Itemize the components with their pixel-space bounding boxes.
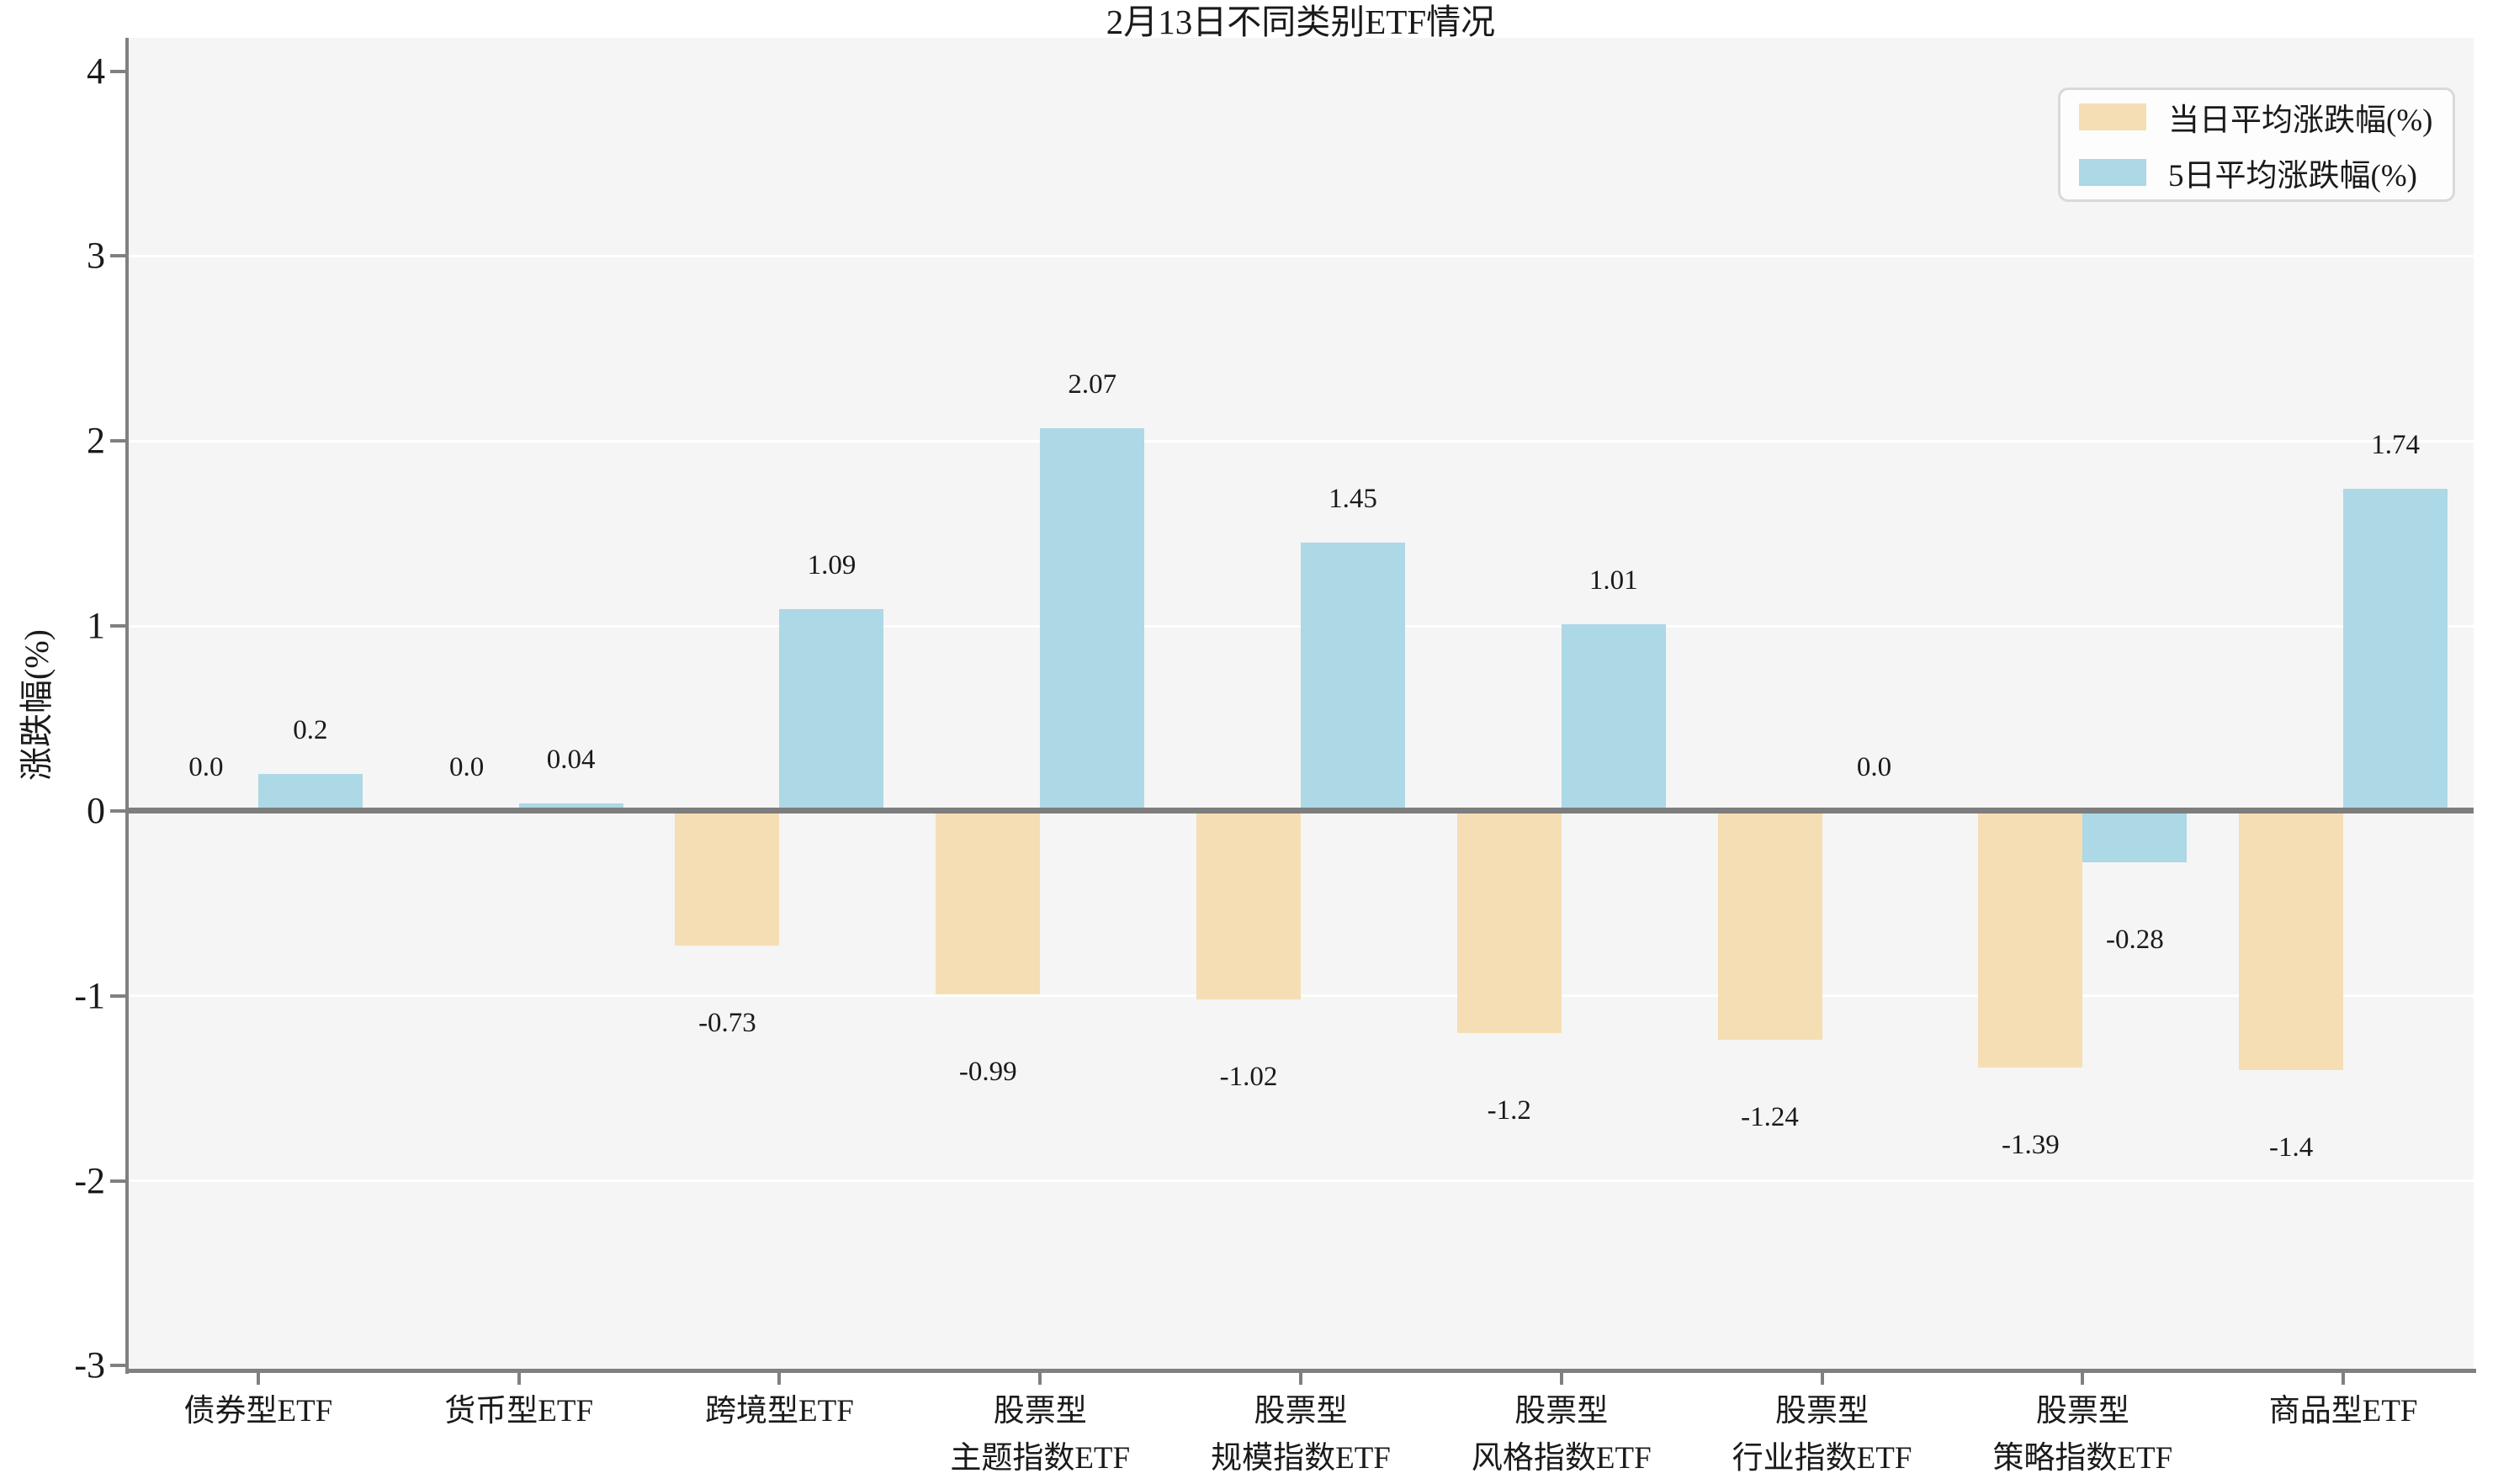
- value-label-day-5: -1.2: [1487, 1094, 1531, 1126]
- gridline: [128, 439, 2474, 443]
- x-tick-label-7: 股票型 策略指数ETF: [1992, 1394, 2173, 1476]
- x-axis-line: [125, 1369, 2476, 1373]
- y-tick-mark: [110, 69, 128, 73]
- x-tick-mark: [777, 1373, 782, 1385]
- y-tick-label: 1: [87, 605, 105, 647]
- bar-5day-3: [1040, 427, 1145, 811]
- y-axis-title: 涨跌幅(%): [18, 629, 56, 781]
- chart-title: 2月13日不同类别ETF情况: [1106, 3, 1496, 41]
- value-label-day-0: 0.0: [188, 751, 224, 782]
- x-tick-label-4: 股票型 规模指数ETF: [1211, 1394, 1391, 1476]
- x-tick-label-1: 货币型ETF: [444, 1394, 594, 1428]
- y-tick-label: 3: [87, 235, 105, 277]
- legend-swatch-5day-bar: [2079, 159, 2146, 186]
- bar-5day-0: [257, 773, 363, 811]
- gridline: [128, 1179, 2474, 1183]
- y-tick-label: -3: [74, 1344, 105, 1386]
- bar-day-6: [1717, 810, 1822, 1041]
- gridline: [128, 994, 2474, 998]
- legend-label-day: 当日平均涨跌幅(%): [2168, 103, 2433, 138]
- value-label-5day-7: -0.28: [2105, 925, 2164, 956]
- bar-5day-1: [518, 803, 623, 811]
- x-tick-label-5: 股票型 风格指数ETF: [1471, 1394, 1652, 1476]
- legend-swatch-day-bar: [2079, 103, 2146, 130]
- legend-item-5day: 5日平均涨跌幅(%): [2079, 150, 2453, 195]
- x-tick-mark: [2342, 1373, 2346, 1385]
- x-tick-mark: [1820, 1373, 1824, 1385]
- legend-label-5day: 5日平均涨跌幅(%): [2168, 159, 2417, 193]
- legend-item-day: 当日平均涨跌幅(%): [2079, 94, 2453, 140]
- y-tick-mark: [110, 254, 128, 258]
- value-label-5day-0: 0.2: [293, 714, 328, 745]
- bar-day-5: [1456, 810, 1562, 1033]
- bar-5day-7: [2082, 810, 2188, 863]
- bar-day-2: [675, 810, 780, 946]
- y-tick-mark: [110, 1179, 128, 1183]
- y-tick-mark: [110, 439, 128, 443]
- y-tick-label: 0: [87, 789, 105, 831]
- zero-line: [128, 808, 2474, 814]
- x-tick-label-0: 债券型ETF: [183, 1394, 333, 1428]
- value-label-5day-5: 1.01: [1588, 564, 1638, 596]
- bar-5day-2: [779, 609, 884, 811]
- x-tick-mark: [1299, 1373, 1302, 1385]
- value-label-5day-8: 1.74: [2371, 430, 2420, 461]
- value-label-5day-3: 2.07: [1068, 368, 1117, 400]
- x-tick-mark: [1038, 1373, 1042, 1385]
- x-tick-mark: [1559, 1373, 1563, 1385]
- value-label-day-8: -1.4: [2268, 1132, 2314, 1163]
- y-tick-label: 4: [87, 50, 105, 92]
- y-tick-mark: [110, 1364, 128, 1368]
- value-label-5day-2: 1.09: [807, 550, 857, 581]
- value-label-day-4: -1.02: [1219, 1062, 1278, 1093]
- y-tick-label: 2: [87, 420, 105, 462]
- x-tick-label-2: 跨境型ETF: [705, 1394, 854, 1428]
- bar-day-3: [936, 810, 1041, 994]
- y-tick-mark: [110, 624, 128, 628]
- bar-5day-8: [2343, 489, 2448, 811]
- bar-5day-5: [1561, 623, 1666, 811]
- y-tick-label: -2: [74, 1159, 105, 1201]
- bar-day-8: [2239, 810, 2344, 1070]
- value-label-day-6: -1.24: [1741, 1102, 1799, 1133]
- x-tick-mark: [517, 1373, 521, 1385]
- x-tick-mark: [256, 1373, 260, 1385]
- value-label-day-1: 0.0: [449, 751, 485, 782]
- value-label-day-7: -1.39: [2001, 1130, 2060, 1161]
- y-tick-label: -1: [74, 974, 105, 1016]
- bar-day-7: [1978, 810, 2083, 1068]
- x-tick-mark: [2081, 1373, 2085, 1385]
- bar-day-4: [1196, 810, 1301, 1000]
- y-axis-line: [125, 38, 129, 1374]
- y-tick-mark: [110, 994, 128, 998]
- value-label-5day-6: 0.0: [1856, 751, 1892, 782]
- value-label-5day-4: 1.45: [1329, 484, 1377, 515]
- value-label-5day-1: 0.04: [546, 745, 596, 776]
- x-tick-label-3: 股票型 主题指数ETF: [950, 1394, 1131, 1476]
- value-label-day-2: -0.73: [698, 1008, 756, 1039]
- x-tick-label-8: 商品型ETF: [2268, 1394, 2418, 1428]
- x-tick-label-6: 股票型 行业指数ETF: [1732, 1394, 1912, 1476]
- legend: 当日平均涨跌幅(%) 5日平均涨跌幅(%): [2058, 87, 2455, 202]
- value-label-day-3: -0.99: [958, 1056, 1017, 1087]
- y-tick-mark: [110, 808, 128, 813]
- bar-5day-4: [1301, 543, 1405, 811]
- gridline: [128, 254, 2474, 257]
